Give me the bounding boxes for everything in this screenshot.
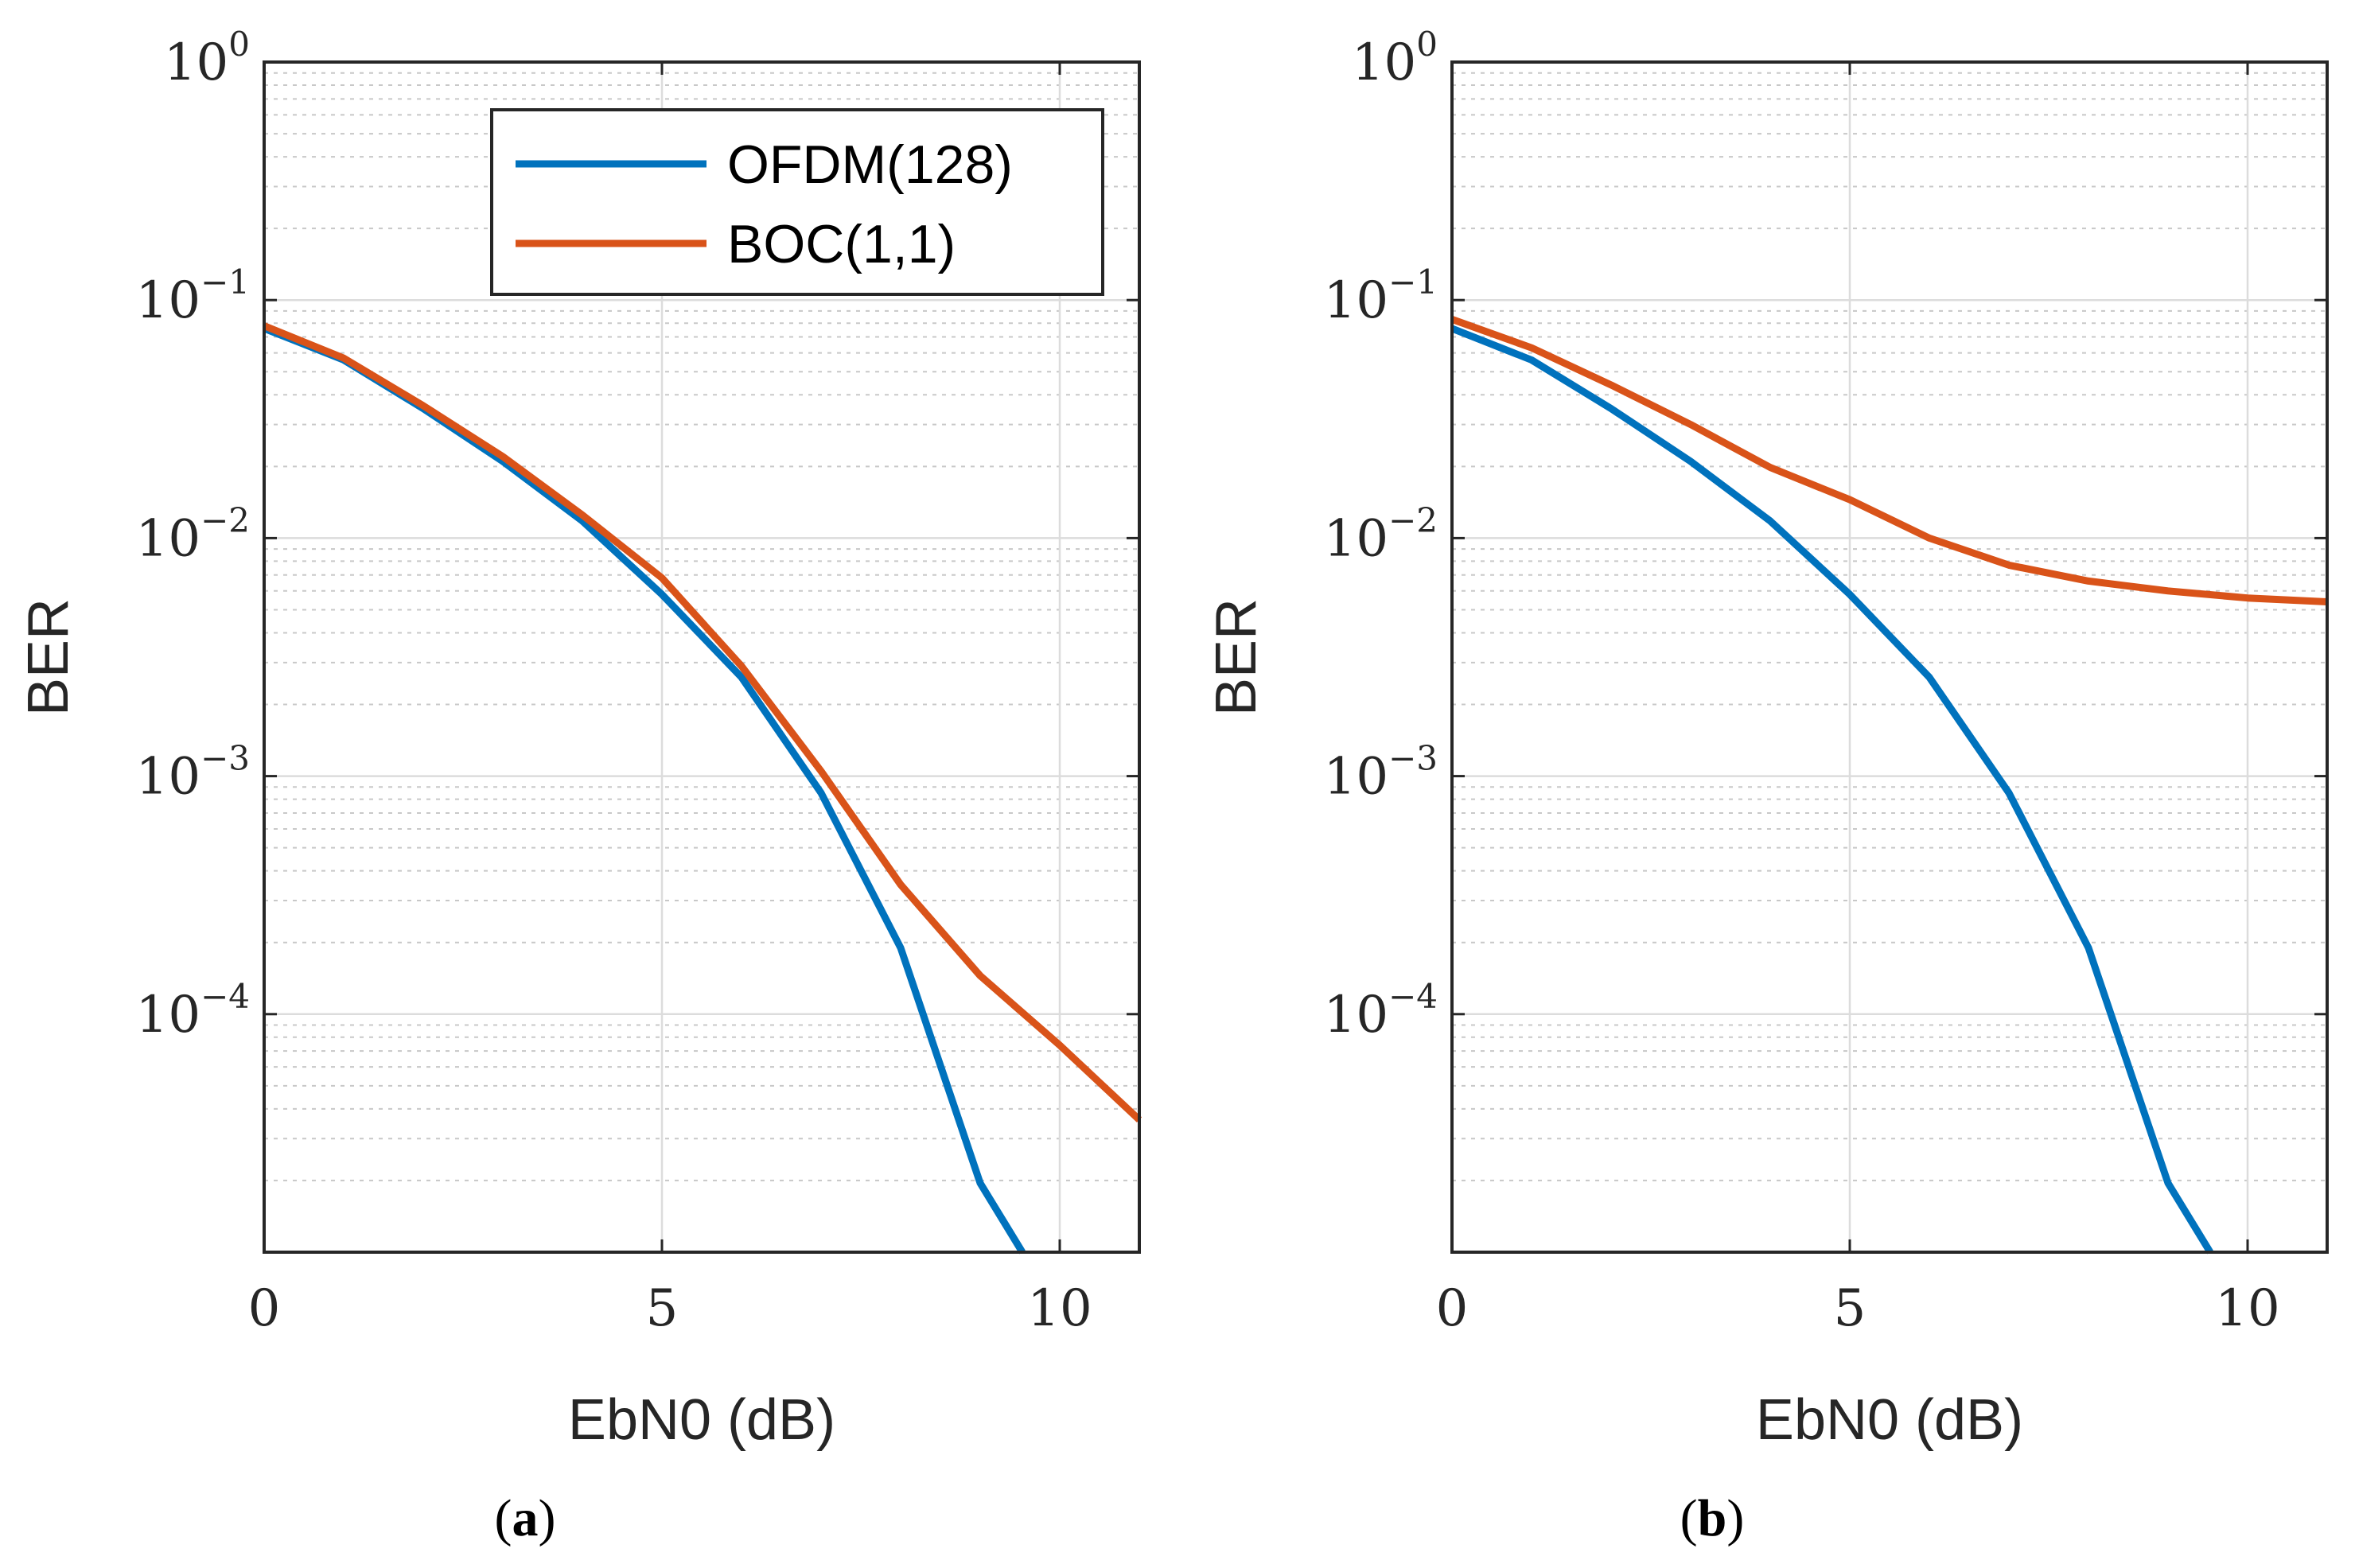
x-tick-label: 5 — [1834, 1279, 1866, 1338]
caption-close-paren: ) — [539, 1489, 556, 1547]
legend-label: BOC(1,1) — [727, 214, 956, 274]
y-tick-label: 10−3 — [1324, 739, 1438, 807]
y-tick-label-exponent: −4 — [200, 977, 250, 1016]
y-tick-label-exponent: −1 — [200, 263, 250, 302]
x-tick-label: 10 — [1027, 1279, 1092, 1338]
series-line-ofdm-128 — [1450, 325, 2213, 1255]
y-tick-label-exponent: 0 — [228, 25, 250, 64]
caption-open-paren: ( — [1680, 1489, 1698, 1547]
grid-lines — [1450, 60, 2327, 1254]
caption-letter: a — [512, 1489, 539, 1547]
y-tick-label-base: 10 — [136, 509, 200, 568]
y-axis-label: BER — [1205, 598, 1268, 716]
x-tick-label: 10 — [2215, 1279, 2279, 1338]
legend-label: OFDM(128) — [727, 134, 1013, 195]
axes-frame — [263, 60, 1141, 1254]
x-tick-label: 0 — [248, 1279, 281, 1338]
y-tick-label-exponent: −2 — [200, 500, 250, 539]
y-tick-label: 10−4 — [136, 977, 250, 1045]
y-tick-label-exponent: −1 — [1388, 263, 1438, 302]
y-tick-label-exponent: −4 — [1388, 977, 1438, 1016]
panel-caption: (a) — [495, 1489, 556, 1547]
y-tick-label-base: 10 — [1324, 748, 1388, 807]
axes-frame — [1450, 60, 2329, 1254]
legend: OFDM(128) BOC(1,1) — [490, 108, 1104, 296]
plot-area — [1452, 62, 2327, 1252]
caption-close-paren: ) — [1726, 1489, 1744, 1547]
y-axis-label: BER — [17, 598, 80, 716]
y-tick-label-base: 10 — [136, 271, 200, 330]
x-axis-label: EbN0 (dB) — [1756, 1388, 2023, 1452]
y-tick-label: 10−2 — [136, 500, 250, 568]
x-tick-label: 0 — [1436, 1279, 1469, 1338]
y-tick-label: 10−1 — [1324, 263, 1438, 330]
y-tick-label-exponent: −3 — [200, 739, 250, 778]
panel-caption: (b) — [1680, 1489, 1745, 1547]
y-tick-label: 10−1 — [136, 263, 250, 330]
y-tick-label-exponent: 0 — [1416, 25, 1438, 64]
caption-letter: b — [1698, 1489, 1727, 1547]
y-tick-label-base: 10 — [1352, 33, 1416, 92]
y-tick-label: 10−3 — [136, 739, 250, 807]
y-tick-label: 10−4 — [1324, 977, 1438, 1045]
y-tick-label: 100 — [1352, 25, 1438, 92]
series-line-boc-1-1 — [263, 322, 1142, 1123]
y-tick-label-exponent: −3 — [1388, 739, 1438, 778]
y-tick-label-base: 10 — [1324, 271, 1388, 330]
y-tick-label-base: 10 — [1324, 509, 1388, 568]
y-tick-label: 10−2 — [1324, 500, 1438, 568]
legend-box — [490, 108, 1104, 296]
caption-open-paren: ( — [495, 1489, 512, 1547]
y-tick-label-base: 10 — [136, 748, 200, 807]
y-tick-label-base: 10 — [164, 33, 228, 92]
y-tick-label-base: 10 — [1324, 986, 1388, 1045]
x-tick-label: 5 — [646, 1279, 679, 1338]
y-tick-label-base: 10 — [136, 986, 200, 1045]
series-line-boc-1-1 — [1450, 316, 2328, 605]
y-tick-label: 100 — [164, 25, 250, 92]
x-axis-label: EbN0 (dB) — [568, 1388, 835, 1452]
y-tick-label-exponent: −2 — [1388, 500, 1438, 539]
